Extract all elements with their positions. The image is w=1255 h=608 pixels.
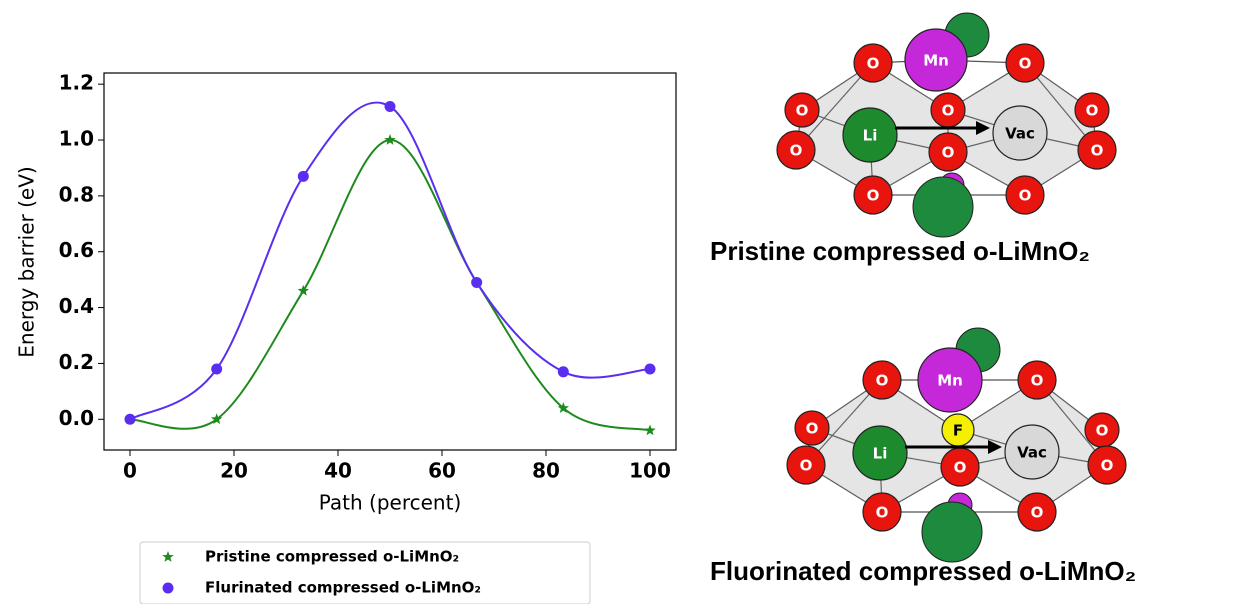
y-tick-label: 1.2 — [59, 71, 94, 95]
atom-label: O — [800, 457, 813, 475]
caption: Pristine compressed o-LiMnO₂ — [710, 236, 1090, 266]
atom-label: O — [1019, 187, 1032, 205]
y-tick-label: 1.0 — [59, 127, 94, 151]
atom-label: Mn — [923, 52, 949, 70]
atom-label: O — [1091, 142, 1104, 160]
marker — [558, 366, 569, 377]
y-tick-label: 0.8 — [59, 182, 94, 206]
atom-label: Mn — [937, 372, 963, 390]
caption: Fluorinated compressed o-LiMnO₂ — [710, 556, 1136, 586]
atom-label: O — [876, 504, 889, 522]
marker — [645, 364, 656, 375]
atom-label: O — [942, 144, 955, 162]
marker — [385, 101, 396, 112]
atom-label: F — [953, 422, 963, 440]
atom-label: Vac — [1005, 125, 1035, 143]
legend-label: Flurinated compressed o-LiMnO₂ — [205, 579, 481, 597]
atom-label: O — [1019, 55, 1032, 73]
y-axis-label: Energy barrier (eV) — [15, 166, 39, 357]
marker — [298, 285, 309, 296]
atom-label: O — [876, 372, 889, 390]
atom-label: O — [1101, 457, 1114, 475]
x-tick-label: 40 — [324, 459, 352, 483]
series-line — [130, 140, 650, 430]
atom-label: O — [942, 102, 955, 120]
y-tick-label: 0.4 — [59, 294, 94, 318]
x-tick-label: 60 — [428, 459, 456, 483]
atom-ball — [922, 502, 982, 562]
atom-label: O — [1096, 422, 1109, 440]
atom-label: O — [796, 102, 809, 120]
marker — [298, 171, 309, 182]
x-tick-label: 0 — [123, 459, 137, 483]
atom-label: O — [954, 459, 967, 477]
x-tick-label: 80 — [532, 459, 560, 483]
marker — [384, 134, 395, 145]
atom-label: O — [867, 55, 880, 73]
atom-ball — [913, 177, 973, 237]
atom-label: O — [790, 142, 803, 160]
x-tick-label: 100 — [629, 459, 671, 483]
legend-label: Pristine compressed o-LiMnO₂ — [205, 548, 459, 566]
atom-label: O — [1031, 372, 1044, 390]
marker — [163, 583, 174, 594]
atom-label: Li — [863, 127, 878, 145]
figure: Path (percent) Energy barrier (eV) OMnOO… — [0, 0, 1255, 604]
atom-label: Li — [873, 445, 888, 463]
y-tick-label: 0.2 — [59, 350, 94, 374]
atom-label: Vac — [1017, 444, 1047, 462]
atom-label: O — [1031, 504, 1044, 522]
atom-label: O — [1086, 102, 1099, 120]
marker — [644, 424, 655, 435]
marker — [211, 364, 222, 375]
x-axis-label: Path (percent) — [319, 491, 462, 515]
atom-label: O — [867, 187, 880, 205]
atom-label: O — [806, 420, 819, 438]
y-tick-label: 0.6 — [59, 238, 94, 262]
x-tick-label: 20 — [220, 459, 248, 483]
y-tick-label: 0.0 — [59, 406, 94, 430]
marker — [125, 414, 136, 425]
plot-frame — [104, 73, 676, 450]
marker — [471, 277, 482, 288]
series-line — [130, 102, 650, 419]
